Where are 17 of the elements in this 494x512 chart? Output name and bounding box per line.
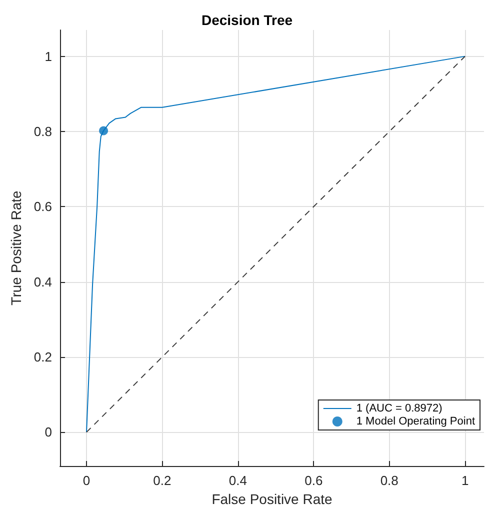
legend-label: 1 Model Operating Point [356,416,476,428]
x-tick-label: 0 [82,473,90,488]
y-tick-label: 0 [44,424,52,440]
x-tick-label: 1 [461,473,469,488]
x-tick-label: 0.4 [228,473,247,488]
x-tick-label: 0.6 [304,473,323,488]
y-tick-label: 1 [44,48,52,64]
legend-label: 1 (AUC = 0.8972) [356,402,442,414]
chart-title: Decision Tree [201,12,293,28]
y-tick-label: 0.2 [34,350,52,364]
y-axis-title: True Positive Rate [8,190,24,306]
x-tick-label: 0.2 [153,473,172,488]
y-tick-label: 0.4 [34,274,52,290]
x-tick-label: 0.8 [380,473,398,488]
y-tick-label: 0.6 [34,199,52,214]
y-tick-label: 0.8 [34,124,52,139]
x-axis-title: False Positive Rate [212,491,333,507]
